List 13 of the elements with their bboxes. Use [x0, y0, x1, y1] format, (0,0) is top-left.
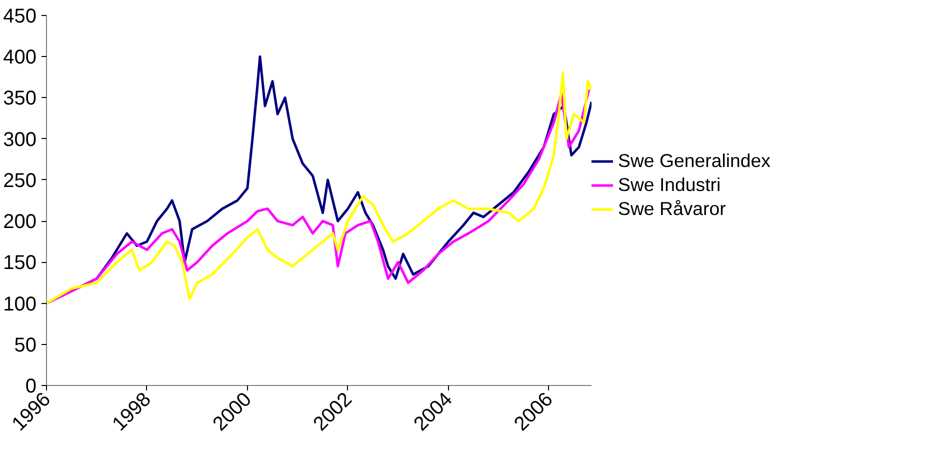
y-tick-label: 250: [3, 170, 37, 192]
legend-label: Swe Industri: [618, 174, 721, 196]
y-tick-label: 0: [25, 376, 36, 398]
y-tick-label: 450: [3, 6, 37, 28]
y-tick-label: 200: [3, 211, 37, 234]
legend-label: Swe Råvaror: [618, 198, 726, 220]
y-tick-label: 300: [3, 128, 37, 151]
y-tick-label: 350: [3, 88, 37, 110]
y-tick-label: 50: [14, 334, 37, 356]
y-tick-label: 150: [3, 252, 37, 274]
y-tick-label: 400: [3, 46, 37, 69]
legend-label: Swe Generalindex: [618, 150, 770, 172]
y-tick-label: 100: [3, 293, 37, 316]
